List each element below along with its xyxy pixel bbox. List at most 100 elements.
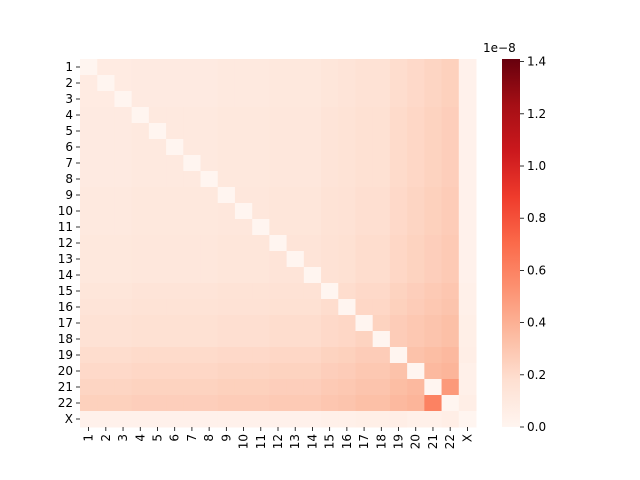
heat-cell [148,283,167,300]
heat-cell [80,171,98,188]
heat-cell [97,139,115,156]
heat-cell [372,347,391,364]
heat-cell [321,187,339,204]
heat-cell [269,59,288,76]
heat-cell [97,171,115,188]
heat-cell [114,123,133,140]
colorbar-tick-label: 1.2 [527,107,546,121]
heat-cell [217,347,236,364]
heat-cell [183,139,202,156]
y-tick-label: 11 [58,220,73,234]
y-tick-label: 17 [58,316,73,330]
heat-cell [424,411,443,428]
heat-cell [424,331,443,348]
heat-cell [372,203,391,220]
heat-cell [114,251,133,268]
heat-cell [286,363,305,380]
heat-cell [217,155,236,172]
heat-cell [389,347,408,364]
heat-cell [321,251,339,268]
heat-cell [80,315,98,332]
heat-cell [338,379,356,396]
heat-cell [252,75,270,92]
heat-cell [441,91,460,108]
heat-cell [372,59,391,76]
heat-cell [269,267,288,284]
heat-cell [389,331,408,348]
heat-cell [458,379,477,396]
heat-cell [286,91,305,108]
heat-cell [183,283,202,300]
heat-cell [441,251,460,268]
heat-cell [321,331,339,348]
heat-cell [80,331,98,348]
heat-cell [131,123,150,140]
heat-cell [372,411,391,428]
heat-cell [407,75,425,92]
heat-cell [148,267,167,284]
heat-cell [355,331,374,348]
heat-cell [217,139,236,156]
heat-cell [372,379,391,396]
heat-cell [372,363,391,380]
heat-cell [234,171,253,188]
heat-cell [338,75,356,92]
heat-cell [166,107,184,124]
heat-cell [217,267,236,284]
y-tick-label: 10 [58,204,73,218]
heat-cell [183,267,202,284]
heat-cell [441,299,460,316]
heat-cell [407,315,425,332]
heat-cell [80,379,98,396]
heat-cell [338,251,356,268]
heat-cell [269,75,288,92]
y-tick-label: 21 [58,380,73,394]
heat-cell [424,59,443,76]
y-tick-label: 6 [65,140,73,154]
heat-cell [131,219,150,236]
heat-cell [148,139,167,156]
heat-cell [372,155,391,172]
heat-cell [441,395,460,412]
heat-cell [252,155,270,172]
heat-cell [338,363,356,380]
heat-cell [407,235,425,252]
heat-cell [131,107,150,124]
heat-cell [200,283,219,300]
heat-cell [114,411,133,428]
heat-cell [303,347,322,364]
heat-cell [234,347,253,364]
heat-cell [389,91,408,108]
heat-cell [97,219,115,236]
heat-cell [389,139,408,156]
heat-cell [114,171,133,188]
x-tick-label: 8 [202,434,216,442]
heat-cell [131,91,150,108]
heat-cell [458,171,477,188]
heat-cell [183,107,202,124]
heat-cell [424,171,443,188]
heat-cell [131,395,150,412]
heat-cell [97,363,115,380]
heat-cell [441,411,460,428]
heat-cell [148,331,167,348]
heat-cell [441,59,460,76]
heat-cell [148,59,167,76]
heat-cell [441,219,460,236]
heat-cell [303,411,322,428]
heat-cell [80,203,98,220]
heat-cell [234,379,253,396]
heat-cell [303,59,322,76]
heat-cell [80,75,98,92]
heat-cell [372,219,391,236]
heat-cell [303,299,322,316]
heat-cell [97,395,115,412]
heat-cell [458,123,477,140]
heat-cell [355,267,374,284]
heat-cell [200,139,219,156]
heat-cell [269,123,288,140]
heat-cell [407,171,425,188]
heat-cell [166,267,184,284]
heat-cell [441,155,460,172]
heat-cell [114,331,133,348]
